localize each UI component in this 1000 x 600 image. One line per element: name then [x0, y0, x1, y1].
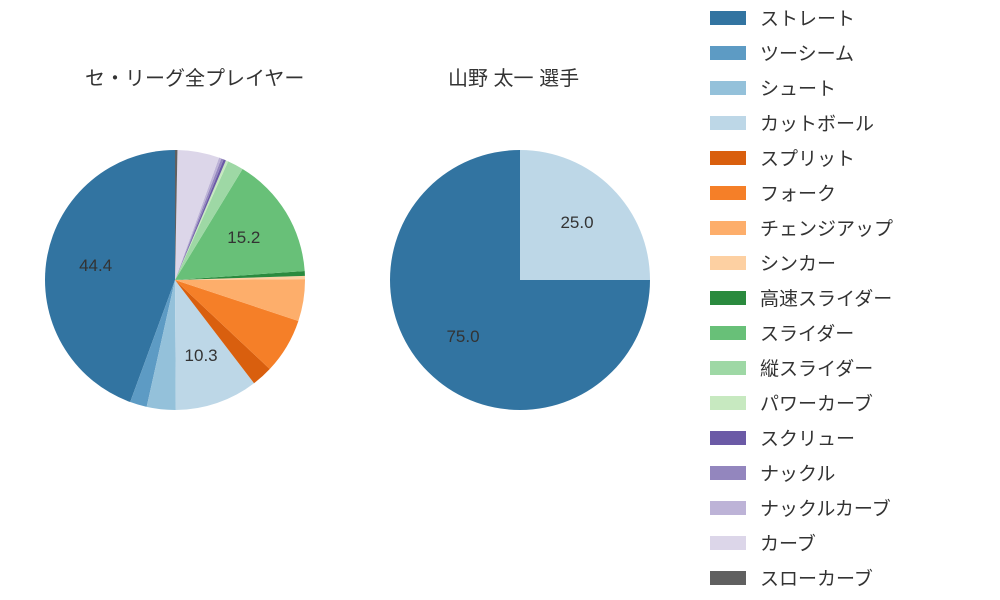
slice-label: 10.3: [185, 346, 218, 366]
legend-item: パワーカーブ: [710, 385, 980, 420]
legend-label: カットボール: [760, 109, 874, 136]
legend-label: シュート: [760, 74, 836, 101]
legend-label: チェンジアップ: [760, 214, 893, 241]
legend: ストレートツーシームシュートカットボールスプリットフォークチェンジアップシンカー…: [710, 0, 980, 595]
legend-swatch: [710, 536, 746, 550]
legend-swatch: [710, 46, 746, 60]
slice-label: 15.2: [227, 228, 260, 248]
legend-label: ツーシーム: [760, 39, 854, 66]
legend-item: ツーシーム: [710, 35, 980, 70]
legend-item: 縦スライダー: [710, 350, 980, 385]
legend-swatch: [710, 361, 746, 375]
pie-chart-player: 75.0 25.0: [390, 150, 650, 410]
legend-swatch: [710, 326, 746, 340]
legend-swatch: [710, 151, 746, 165]
chart-title: セ・リーグ全プレイヤー: [85, 62, 304, 91]
legend-label: フォーク: [760, 179, 836, 206]
legend-label: シンカー: [760, 249, 836, 276]
legend-swatch: [710, 256, 746, 270]
legend-item: スライダー: [710, 315, 980, 350]
legend-swatch: [710, 81, 746, 95]
legend-swatch: [710, 466, 746, 480]
legend-label: スプリット: [760, 144, 855, 171]
legend-item: スクリュー: [710, 420, 980, 455]
legend-label: 縦スライダー: [760, 354, 873, 381]
legend-swatch: [710, 291, 746, 305]
chart-container: セ・リーグ全プレイヤー 山野 太一 選手 44.4 10.3 15.2 75.0 25.0…: [0, 0, 1000, 600]
pie-svg: [45, 150, 305, 410]
legend-label: 高速スライダー: [760, 284, 892, 311]
legend-item: ストレート: [710, 0, 980, 35]
legend-swatch: [710, 396, 746, 410]
legend-label: スクリュー: [760, 424, 855, 451]
legend-swatch: [710, 571, 746, 585]
legend-swatch: [710, 221, 746, 235]
legend-item: カットボール: [710, 105, 980, 140]
legend-label: カーブ: [760, 529, 816, 556]
legend-item: フォーク: [710, 175, 980, 210]
legend-swatch: [710, 186, 746, 200]
legend-swatch: [710, 11, 746, 25]
legend-item: ナックルカーブ: [710, 490, 980, 525]
legend-item: 高速スライダー: [710, 280, 980, 315]
legend-item: ナックル: [710, 455, 980, 490]
chart-title: 山野 太一 選手: [448, 62, 579, 91]
legend-label: スライダー: [760, 319, 854, 346]
legend-item: スプリット: [710, 140, 980, 175]
legend-label: ナックル: [760, 459, 835, 486]
pie-chart-league: 44.4 10.3 15.2: [45, 150, 305, 410]
legend-swatch: [710, 116, 746, 130]
legend-label: ストレート: [760, 4, 855, 31]
legend-item: シンカー: [710, 245, 980, 280]
legend-label: パワーカーブ: [760, 389, 873, 416]
legend-swatch: [710, 431, 746, 445]
legend-item: カーブ: [710, 525, 980, 560]
slice-label: 44.4: [79, 256, 112, 276]
legend-swatch: [710, 501, 746, 515]
legend-label: スローカーブ: [760, 564, 873, 591]
legend-item: スローカーブ: [710, 560, 980, 595]
legend-item: シュート: [710, 70, 980, 105]
slice-label: 75.0: [446, 327, 479, 347]
slice-label: 25.0: [560, 213, 593, 233]
legend-item: チェンジアップ: [710, 210, 980, 245]
legend-label: ナックルカーブ: [760, 494, 891, 521]
pie-svg: [390, 150, 650, 410]
